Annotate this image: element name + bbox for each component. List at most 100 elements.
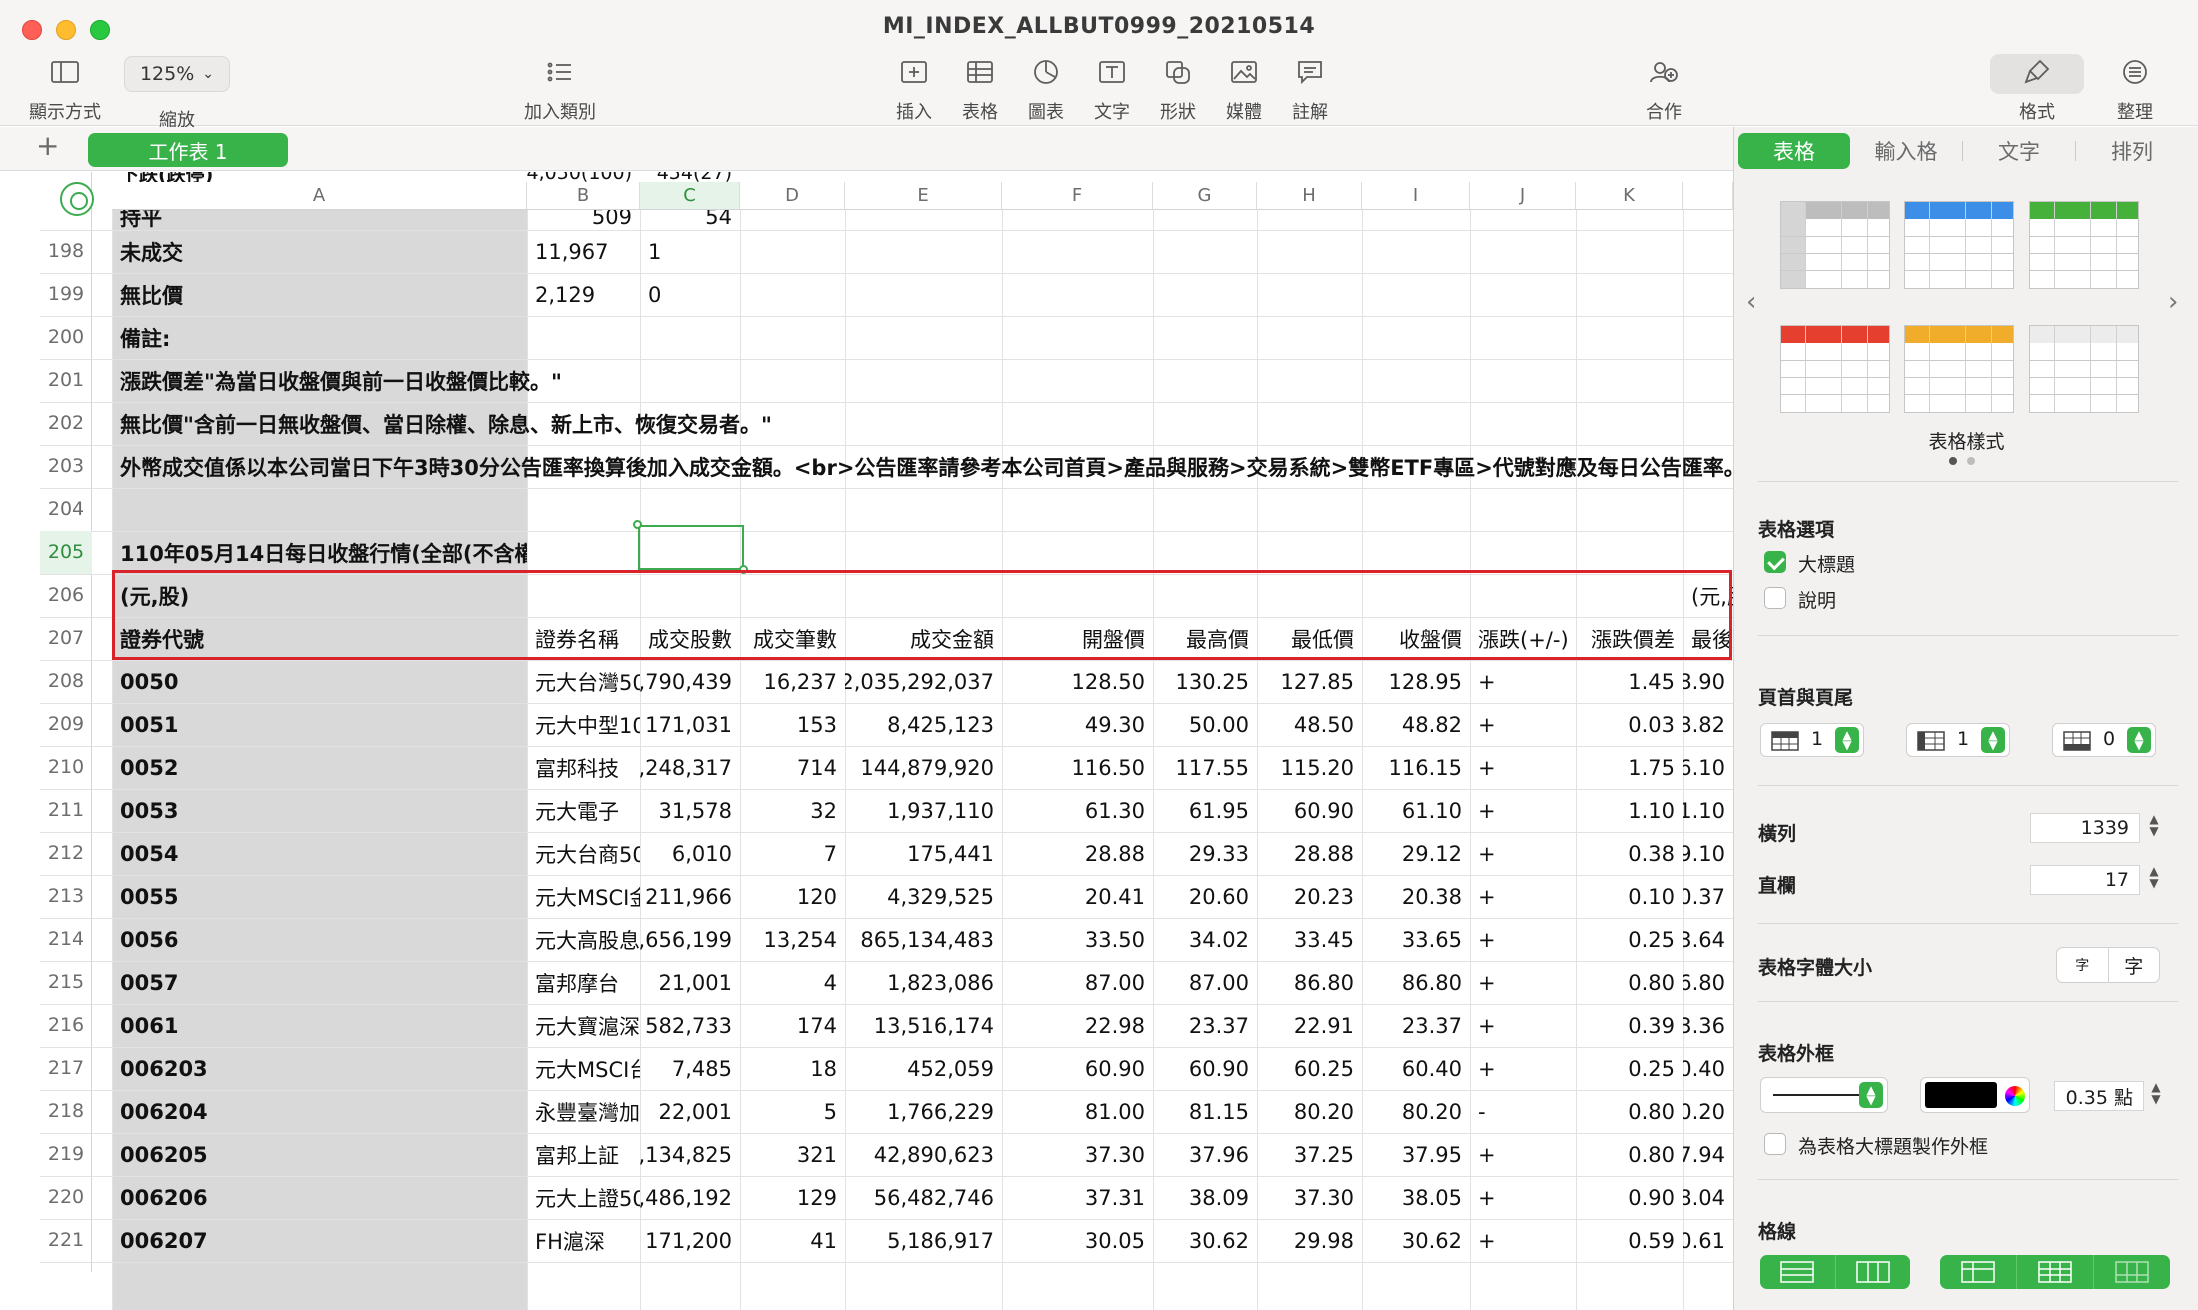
header-rows-step-arrows[interactable]: ▲ ▼	[1835, 727, 1859, 753]
table-cell[interactable]: 20.38	[1401, 884, 1462, 909]
table-cell[interactable]: 備註:	[120, 326, 171, 351]
table-cell[interactable]: 33.65	[1401, 927, 1462, 952]
table-cell[interactable]: 21,001	[658, 970, 732, 995]
table-cell[interactable]: 61.30	[1084, 798, 1145, 823]
tab-arrange[interactable]: 排列	[2111, 140, 2153, 164]
table-cell[interactable]: 收盤價	[1399, 627, 1462, 652]
collaborate-button[interactable]: 合作	[1634, 56, 1694, 124]
table-cell[interactable]: 22.91	[1293, 1013, 1354, 1038]
table-cell[interactable]: 582,733	[645, 1013, 732, 1038]
table-cell[interactable]: 50.00	[1188, 712, 1249, 737]
table-style-thumbnail[interactable]	[1780, 325, 1890, 413]
table-cell-partial[interactable]: 23.36	[1683, 1013, 1725, 1038]
table-cell[interactable]: 7	[823, 841, 837, 866]
table-cell[interactable]: 61.10	[1401, 798, 1462, 823]
row-header[interactable]: 204	[47, 498, 85, 520]
table-cell[interactable]: 37.25	[1293, 1142, 1354, 1167]
table-cell[interactable]: 86.80	[1401, 970, 1462, 995]
table-cell[interactable]: +	[1478, 798, 1496, 823]
column-header[interactable]: I	[1362, 182, 1470, 210]
table-cell[interactable]: 5	[823, 1099, 837, 1124]
table-cell[interactable]: 48.50	[1293, 712, 1354, 737]
table-cell[interactable]: 13,254	[763, 927, 837, 952]
add-sheet-button[interactable]: +	[36, 129, 60, 162]
row-header[interactable]: 215	[47, 971, 85, 993]
table-cell[interactable]: 60.40	[1401, 1056, 1462, 1081]
table-cell[interactable]: 115.20	[1280, 755, 1354, 780]
rows-field[interactable]: 1339	[2030, 813, 2140, 843]
row-header[interactable]: 201	[47, 369, 85, 391]
table-cell[interactable]: 成交筆數	[753, 627, 837, 652]
table-cell[interactable]: 無比價"含前一日無收盤價、當日除權、除息、新上市、恢復交易者。"	[120, 412, 772, 437]
table-cell[interactable]: 32	[810, 798, 837, 823]
table-cell[interactable]: 714	[796, 755, 837, 780]
column-header[interactable]: H	[1257, 182, 1362, 210]
table-cell[interactable]: +	[1478, 669, 1496, 694]
table-cell[interactable]: +	[1478, 1056, 1496, 1081]
table-cell[interactable]: 006206	[120, 1185, 208, 1210]
row-header[interactable]: 208	[47, 670, 85, 692]
chevron-right-icon[interactable]: ›	[2168, 287, 2179, 317]
table-cell[interactable]: 0051	[120, 712, 179, 737]
tab-text[interactable]: 文字	[1998, 140, 2040, 164]
row-header[interactable]: 214	[47, 928, 85, 950]
table-cell[interactable]: 31,578	[658, 798, 732, 823]
table-cell[interactable]: 127.85	[1280, 669, 1354, 694]
table-cell[interactable]: 0054	[120, 841, 179, 866]
table-cell[interactable]: 120	[796, 884, 837, 909]
table-cell[interactable]: 30.05	[1084, 1228, 1145, 1253]
table-cell[interactable]: 321	[796, 1142, 837, 1167]
column-header[interactable]: G	[1153, 182, 1257, 210]
comment-button[interactable]: 註解	[1280, 56, 1340, 124]
table-cell[interactable]: 49.30	[1084, 712, 1145, 737]
header-cols-step-arrows[interactable]: ▲ ▼	[1981, 727, 2005, 753]
line-style-select[interactable]: ▲ ▼	[1760, 1077, 1888, 1113]
table-cell[interactable]: 33.45	[1293, 927, 1354, 952]
table-cell[interactable]: 元大寶滬深	[535, 1014, 640, 1039]
table-cell[interactable]: +	[1478, 755, 1496, 780]
row-header[interactable]: 203	[47, 455, 85, 477]
column-header[interactable]: K	[1576, 182, 1683, 210]
table-cell[interactable]: 0.03	[1628, 712, 1675, 737]
caption-checkbox[interactable]	[1764, 587, 1786, 609]
table-cell[interactable]: 0.80	[1628, 1099, 1675, 1124]
table-cell[interactable]: 元大高股息	[535, 928, 640, 953]
table-cell[interactable]: 175,441	[907, 841, 994, 866]
table-cell[interactable]: 0056	[120, 927, 179, 952]
row-header[interactable]: 210	[47, 756, 85, 778]
table-cell[interactable]: +	[1478, 841, 1496, 866]
table-cell[interactable]: 20.23	[1293, 884, 1354, 909]
table-cell[interactable]: 永豐臺灣加權	[535, 1100, 640, 1125]
row-header[interactable]: 211	[47, 799, 85, 821]
table-cell[interactable]: 61.95	[1188, 798, 1249, 823]
table-cell[interactable]: +	[1478, 970, 1496, 995]
table-cell[interactable]: 87.00	[1188, 970, 1249, 995]
table-cell-partial[interactable]: (元,股)	[1691, 584, 1733, 609]
table-cell[interactable]: 元大MSCI金融	[535, 885, 640, 910]
rows-stepper[interactable]: ▲ ▼	[2149, 812, 2159, 838]
table-cell[interactable]: 0.39	[1628, 1013, 1675, 1038]
horizontal-gridlines-button[interactable]	[1760, 1255, 1836, 1289]
table-cell[interactable]: 29.33	[1188, 841, 1249, 866]
table-cell[interactable]: 1,823,086	[887, 970, 994, 995]
table-cell[interactable]: 0052	[120, 755, 179, 780]
footer-rows-stepper[interactable]: 0 ▲ ▼	[2052, 723, 2156, 757]
table-cell-partial[interactable]: 116.10	[1683, 755, 1725, 780]
table-cell-partial[interactable]: 60.40	[1683, 1056, 1725, 1081]
table-cell[interactable]: 23.37	[1401, 1013, 1462, 1038]
outline-width-stepper[interactable]: ▲ ▼	[2151, 1080, 2161, 1106]
text-button[interactable]: 文字	[1082, 56, 1142, 124]
table-cell[interactable]: FH滬深	[535, 1229, 605, 1254]
table-cell[interactable]: 富邦科技	[535, 756, 619, 781]
column-header[interactable]: C	[640, 182, 740, 210]
table-cell[interactable]: 86.80	[1293, 970, 1354, 995]
column-header[interactable]: B	[527, 182, 640, 210]
outline-color-well[interactable]	[1920, 1077, 2030, 1113]
view-button[interactable]: 顯示方式	[20, 56, 110, 124]
row-header[interactable]: 216	[47, 1014, 85, 1036]
table-cell[interactable]: 成交金額	[910, 627, 994, 652]
table-cell[interactable]: 證券名稱	[535, 627, 619, 652]
table-cell[interactable]: +	[1478, 1013, 1496, 1038]
table-cell[interactable]: 5,186,917	[887, 1228, 994, 1253]
table-cell[interactable]: 865,134,483	[860, 927, 994, 952]
